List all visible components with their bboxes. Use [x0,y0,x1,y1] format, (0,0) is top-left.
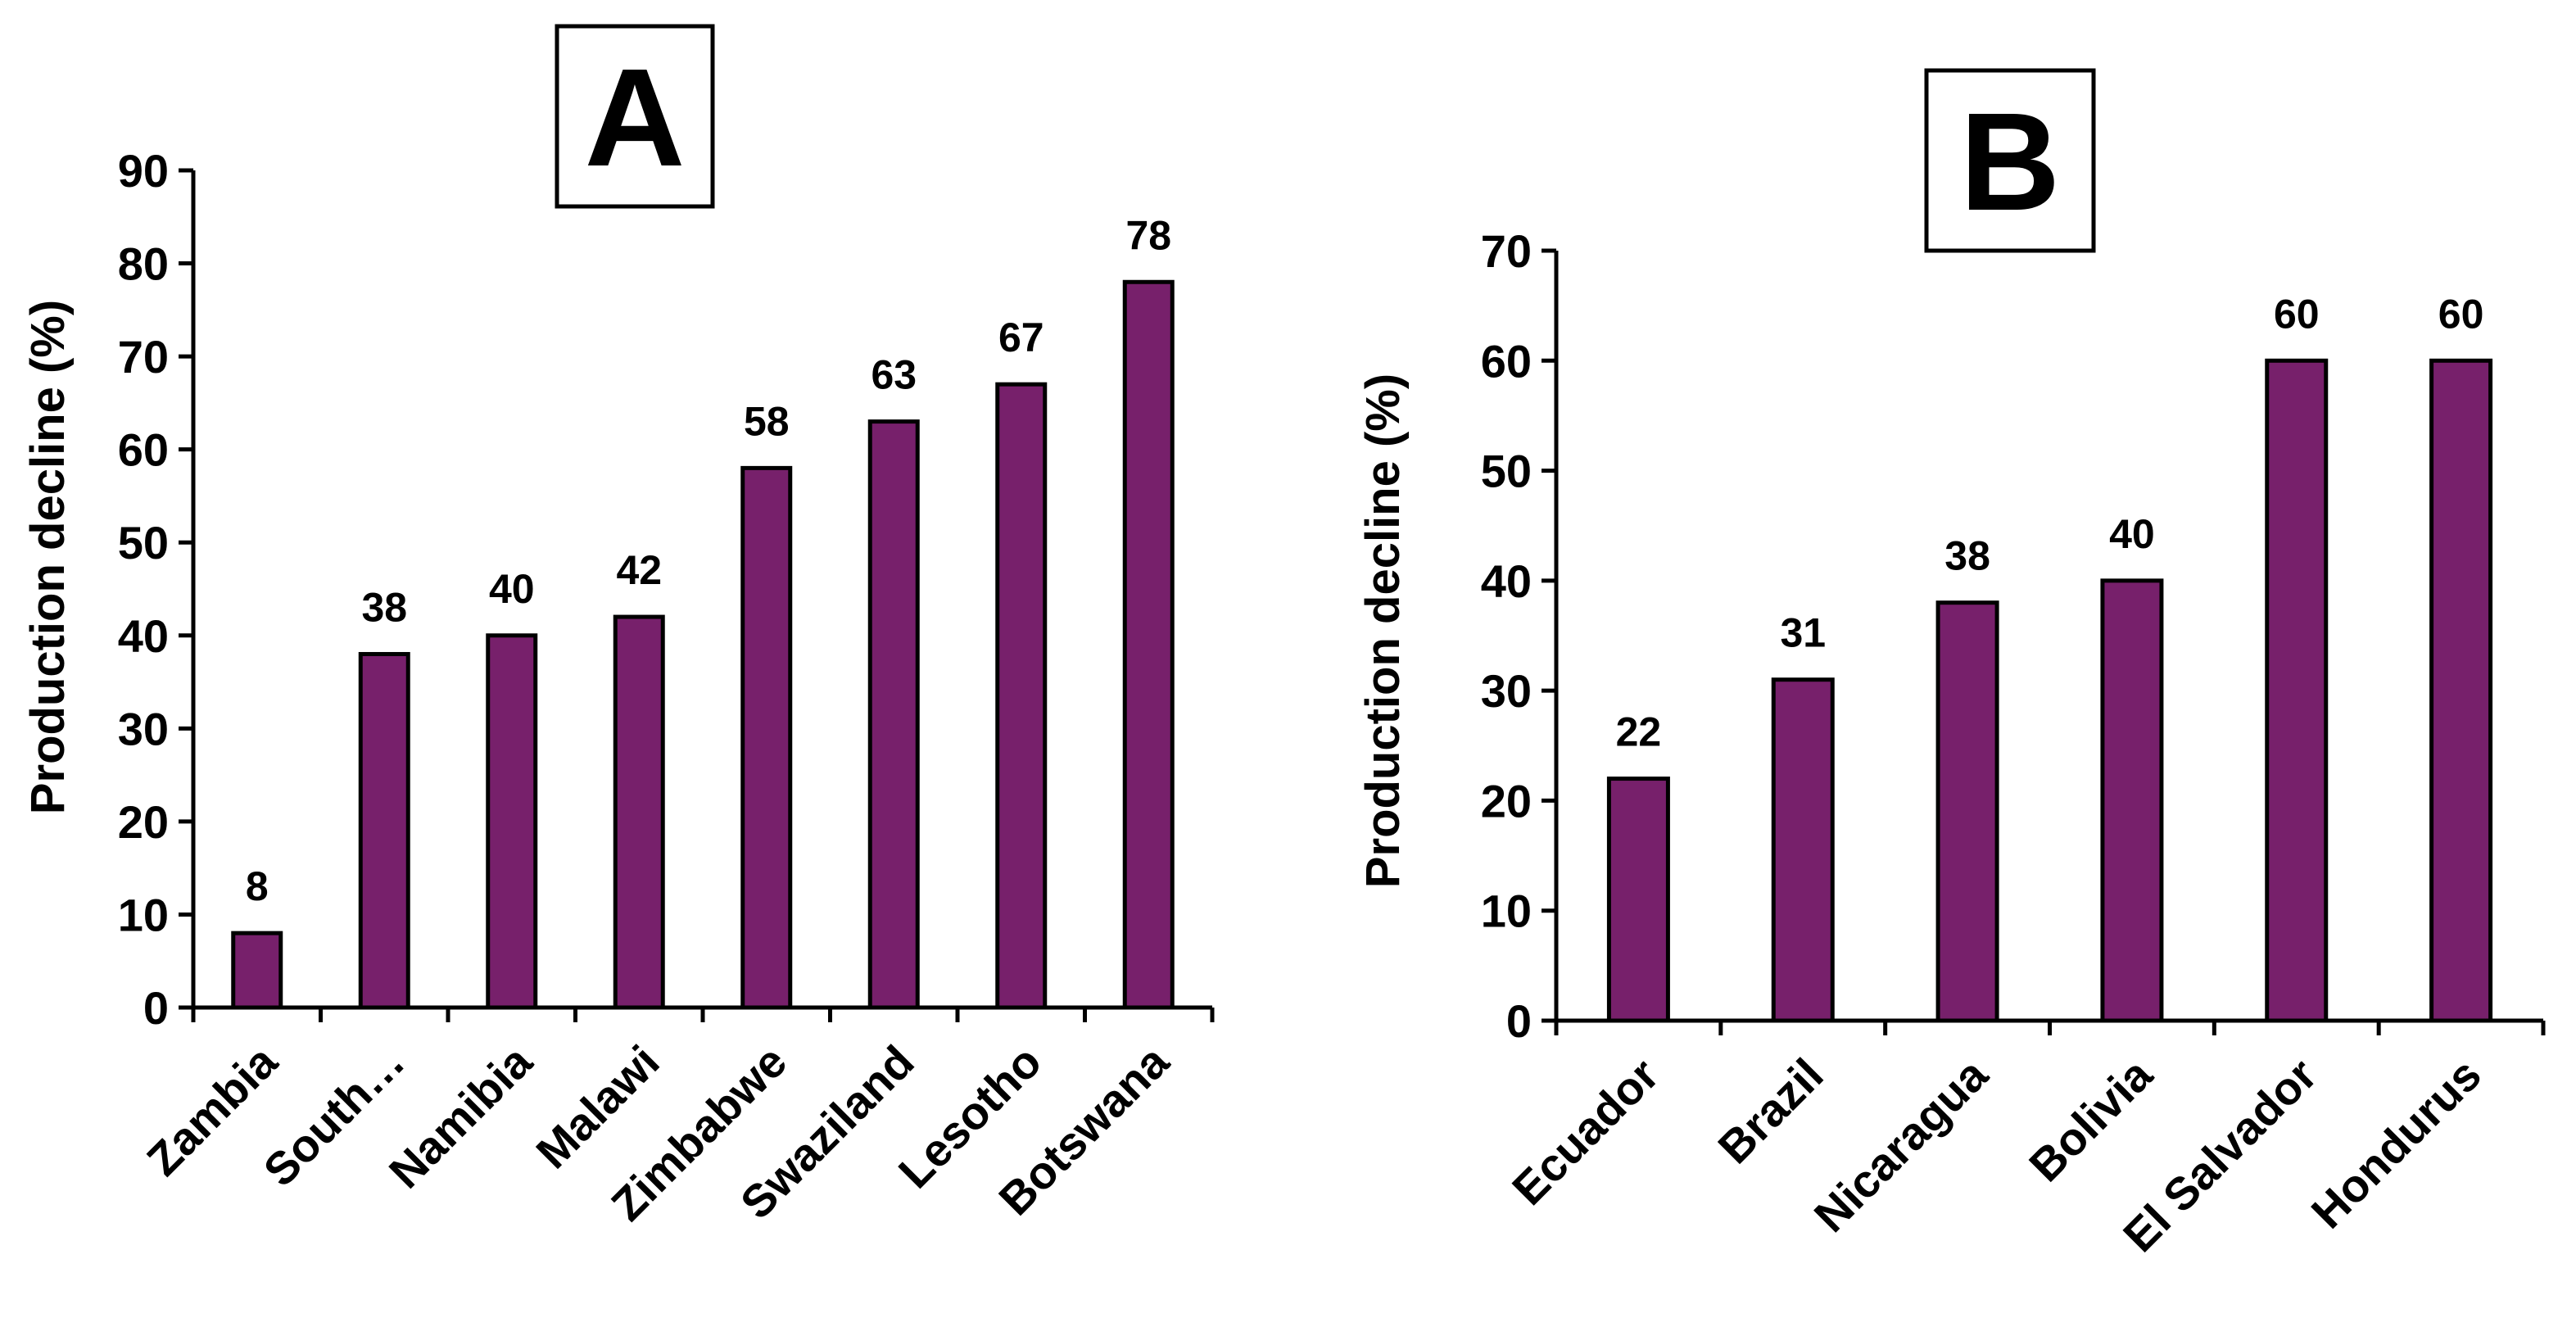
chart-b-data-label: 60 [2438,291,2484,337]
chart-b-y-tick-label: 30 [1481,665,1532,717]
chart-b-bar-nicaragua [1935,600,1999,1023]
chart-b-bar-hondurus [2429,358,2493,1023]
chart-a-y-tick-label: 50 [118,517,169,568]
chart-a-data-label: 67 [998,315,1044,360]
chart-a-data-label: 38 [361,584,407,630]
chart-b-category-label: Brazil [1708,1048,1832,1173]
chart-a-bar-zimbabwe [740,465,793,1010]
chart-b-category-label: Ecuador [1502,1048,1668,1215]
chart-b-y-axis-title: Production decline (%) [1356,374,1410,888]
chart-a-bar-south- [358,651,410,1010]
chart-b-data-label: 22 [1616,709,1662,755]
chart-b-y-tick-label: 50 [1481,446,1532,497]
chart-a-data-label: 63 [871,352,917,398]
chart-a-panel-letter: A [585,40,686,196]
chart-b-data-label: 60 [2274,291,2320,337]
chart-b-y-tick-label: 70 [1481,225,1532,277]
chart-a-data-label: 8 [246,863,269,909]
chart-b-data-label: 40 [2109,511,2155,557]
chart-a-y-tick-label: 40 [118,610,169,662]
chart-b-bar-ecuador [1606,777,1670,1023]
chart-a-bar-swaziland [867,419,920,1010]
chart-b-panel-letter: B [1960,84,2061,240]
chart-a-category-label: Namibia [379,1035,542,1198]
chart-b-data-label: 31 [1780,610,1826,656]
chart-a-data-label: 42 [616,547,662,593]
chart-b-y-tick-label: 60 [1481,335,1532,387]
chart-a-bar-malawi [613,614,665,1010]
chart-a-bar-zambia [231,931,283,1010]
chart-b-y-tick-label: 10 [1481,885,1532,937]
chart-b-bar-el-salvador [2265,358,2329,1023]
chart-a-y-tick-label: 10 [118,889,169,940]
chart-a-y-tick-label: 70 [118,331,169,383]
chart-b-y-tick-label: 40 [1481,555,1532,607]
chart-a-letter-box [555,24,715,209]
chart-a-y-tick-label: 30 [118,703,169,754]
chart-a-bar-lesotho [995,382,1048,1010]
chart-a-y-tick-label: 20 [118,796,169,848]
chart-b-y-tick-label: 0 [1506,995,1532,1047]
chart-a-bar-botswana [1122,279,1175,1010]
chart-b-letter-box [1924,68,2096,253]
chart-a-y-tick-label: 80 [118,238,169,290]
chart-b-data-label: 38 [1944,533,1990,579]
chart-b-y-tick-label: 20 [1481,775,1532,827]
chart-b-category-label: Nicaragua [1804,1048,1999,1242]
chart-a-y-tick-label: 0 [143,982,169,1034]
chart-a-data-label: 58 [744,398,790,444]
chart-a-y-axis-title: Production decline (%) [21,300,75,814]
chart-b-category-label: Hondurus [2302,1048,2492,1239]
chart-a-data-label: 78 [1125,212,1171,258]
chart-a-data-label: 40 [489,566,535,612]
chart-b-bar-brazil [1771,677,1835,1023]
chart-a-bar-namibia [486,633,538,1010]
chart-a-y-tick-label: 60 [118,424,169,476]
chart-a-y-tick-label: 90 [118,145,169,197]
chart-b-category-label: Bolivia [2019,1048,2162,1191]
chart-b-bar-bolivia [2100,578,2164,1023]
